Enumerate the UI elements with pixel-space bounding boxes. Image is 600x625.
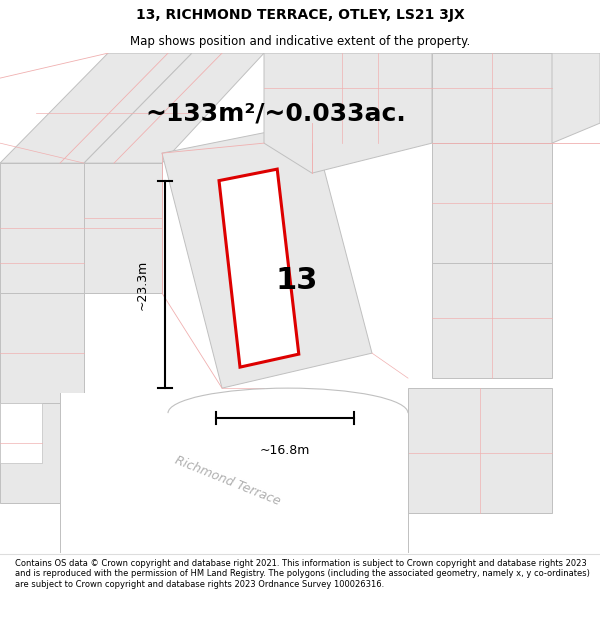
- Polygon shape: [60, 393, 408, 553]
- Polygon shape: [264, 53, 432, 173]
- Polygon shape: [0, 293, 84, 403]
- Polygon shape: [84, 53, 264, 163]
- Polygon shape: [0, 53, 192, 163]
- Text: ~16.8m: ~16.8m: [260, 444, 310, 457]
- Text: 13, RICHMOND TERRACE, OTLEY, LS21 3JX: 13, RICHMOND TERRACE, OTLEY, LS21 3JX: [136, 8, 464, 22]
- Text: ~23.3m: ~23.3m: [136, 259, 149, 309]
- Polygon shape: [219, 169, 299, 367]
- Polygon shape: [0, 403, 84, 503]
- Text: Map shows position and indicative extent of the property.: Map shows position and indicative extent…: [130, 35, 470, 48]
- Text: Contains OS data © Crown copyright and database right 2021. This information is : Contains OS data © Crown copyright and d…: [15, 559, 590, 589]
- Polygon shape: [408, 388, 552, 513]
- Polygon shape: [432, 53, 552, 143]
- Text: 13: 13: [276, 266, 318, 295]
- Polygon shape: [84, 163, 162, 293]
- Polygon shape: [552, 53, 600, 143]
- Polygon shape: [0, 403, 42, 463]
- Polygon shape: [0, 53, 600, 553]
- Polygon shape: [162, 123, 372, 388]
- Polygon shape: [0, 163, 84, 293]
- Polygon shape: [432, 263, 552, 378]
- Text: ~133m²/~0.033ac.: ~133m²/~0.033ac.: [146, 101, 406, 125]
- Polygon shape: [432, 143, 552, 263]
- Text: Richmond Terrace: Richmond Terrace: [173, 454, 283, 508]
